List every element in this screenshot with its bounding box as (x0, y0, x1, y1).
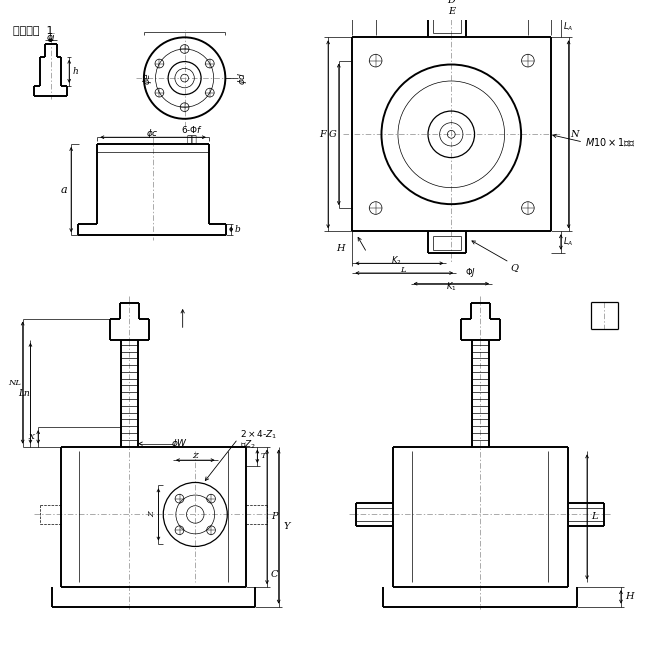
Text: H: H (336, 244, 344, 253)
Text: $\phi d$: $\phi d$ (237, 71, 250, 85)
Text: 均布: 均布 (187, 135, 198, 145)
Text: $\phi e$: $\phi e$ (141, 72, 154, 85)
Text: $\Phi J$: $\Phi J$ (465, 267, 476, 279)
Text: a: a (61, 185, 68, 194)
Text: $L_A$: $L_A$ (564, 20, 574, 33)
Text: Y: Y (283, 522, 290, 531)
Text: NL: NL (8, 378, 21, 386)
Text: H: H (625, 593, 634, 601)
Text: $M10\times1$油塞: $M10\times1$油塞 (585, 136, 636, 148)
Text: $L_A$: $L_A$ (564, 236, 574, 248)
Text: L: L (592, 512, 598, 521)
Text: G: G (329, 130, 337, 139)
Text: Ln: Ln (18, 389, 29, 397)
Text: F: F (319, 130, 326, 139)
Text: $\phi W$: $\phi W$ (171, 437, 188, 450)
Text: T: T (261, 452, 266, 461)
Text: L: L (400, 266, 406, 274)
Text: $K_2$: $K_2$ (391, 254, 401, 267)
Text: $\phi c$: $\phi c$ (146, 127, 159, 140)
Text: E: E (448, 7, 455, 16)
Text: $K_1$: $K_1$ (446, 281, 456, 293)
Text: N: N (570, 130, 578, 139)
Text: X: X (29, 433, 34, 441)
Text: $\phi i$: $\phi i$ (46, 31, 56, 44)
Text: 接头类型  1: 接头类型 1 (13, 24, 53, 35)
Text: C: C (271, 570, 279, 579)
Text: $2\times4$-$Z_1$: $2\times4$-$Z_1$ (240, 428, 278, 442)
Text: 深$Z_2$: 深$Z_2$ (240, 438, 256, 451)
Text: b: b (235, 225, 240, 234)
Text: $6$-$\Phi f$: $6$-$\Phi f$ (181, 124, 203, 135)
Text: Q: Q (510, 263, 518, 272)
Text: h: h (72, 67, 78, 76)
Text: Z: Z (149, 512, 157, 518)
Text: P: P (272, 512, 278, 521)
Text: Z: Z (192, 452, 198, 461)
Text: D: D (447, 0, 455, 5)
